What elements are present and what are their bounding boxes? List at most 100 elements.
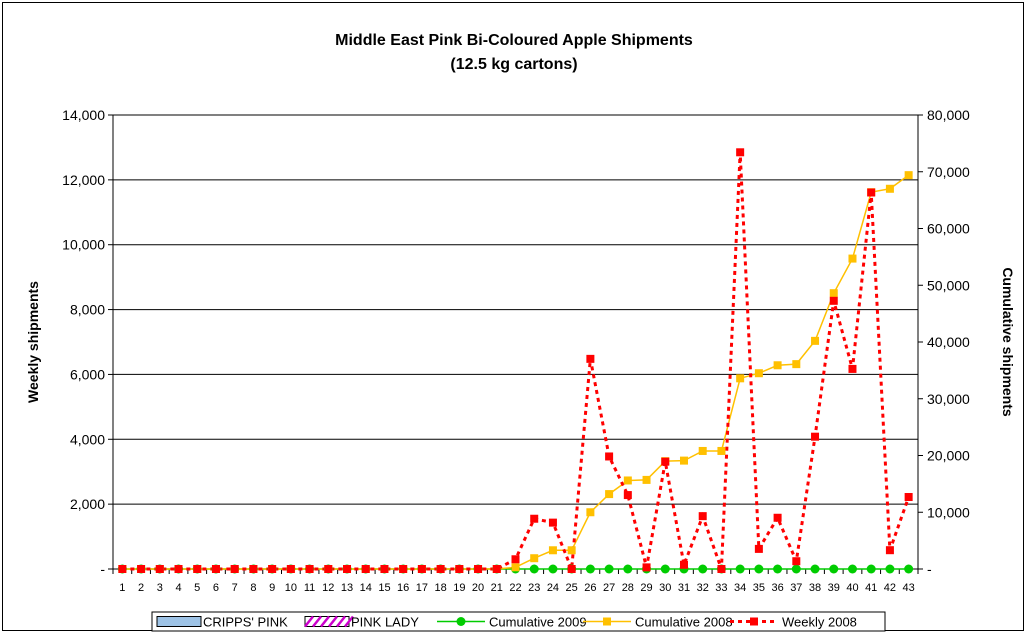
data-point — [605, 452, 614, 461]
data-point — [660, 564, 670, 574]
data-point — [736, 148, 745, 157]
data-point — [623, 491, 632, 500]
legend: CRIPPS' PINK PINK LADY Cumulative 2009 Cumu… — [151, 611, 886, 632]
x-tick-label: 8 — [250, 582, 256, 594]
y-tick-label: 10,000 — [62, 237, 105, 253]
x-tick-label: 6 — [213, 582, 219, 594]
legend-label: Cumulative 2009 — [489, 615, 587, 630]
data-point — [529, 564, 539, 574]
data-point — [848, 364, 857, 373]
data-point — [811, 336, 820, 345]
data-point — [754, 369, 763, 378]
legend-marker — [456, 617, 466, 626]
data-point — [698, 564, 708, 574]
data-point — [885, 546, 894, 555]
legend-marker — [603, 617, 611, 626]
data-point — [642, 563, 651, 572]
x-tick-label: 41 — [865, 582, 877, 594]
x-tick-label: 3 — [157, 582, 163, 594]
legend-label: Weekly 2008 — [782, 615, 857, 630]
x-tick-label: 30 — [659, 582, 671, 594]
data-point — [455, 565, 464, 573]
x-tick-label: 39 — [828, 582, 840, 594]
data-point — [754, 544, 763, 553]
data-point — [736, 374, 745, 383]
data-point — [885, 564, 895, 574]
data-point — [585, 564, 595, 574]
data-point — [530, 554, 539, 563]
y-tick-label: 12,000 — [62, 172, 105, 188]
data-point — [548, 546, 557, 555]
legend-marker — [750, 617, 758, 626]
x-tick-label: 36 — [771, 582, 783, 594]
data-point — [773, 361, 782, 370]
data-point — [717, 565, 726, 573]
data-point — [380, 565, 389, 573]
data-point — [137, 565, 146, 573]
data-point — [754, 564, 764, 574]
data-point — [155, 565, 164, 573]
x-tick-label: 9 — [269, 582, 275, 594]
data-point — [698, 446, 707, 455]
data-point — [586, 354, 595, 363]
data-point — [829, 289, 838, 298]
y2-axis-label: Cumulative shipments — [1000, 267, 1016, 417]
data-point — [174, 565, 183, 573]
x-tick-label: 13 — [341, 582, 353, 594]
y2-tick-label: 10,000 — [927, 504, 970, 520]
data-point — [436, 565, 445, 573]
legend-hatch — [320, 615, 330, 628]
data-point — [548, 518, 557, 527]
data-point — [773, 564, 783, 574]
chart-title: Middle East Pink Bi-Coloured Apple Shipm… — [335, 32, 693, 49]
x-tick-label: 2 — [138, 582, 144, 594]
data-point — [717, 446, 726, 455]
x-tick-label: 23 — [528, 582, 540, 594]
x-tick-label: 43 — [903, 582, 915, 594]
data-point — [511, 563, 520, 572]
x-tick-label: 34 — [734, 582, 746, 594]
data-point — [343, 565, 352, 573]
y2-tick-label: 50,000 — [927, 277, 970, 293]
legend-hatch — [336, 615, 346, 628]
x-tick-label: 29 — [640, 582, 652, 594]
data-point — [324, 565, 333, 573]
x-tick-label: 32 — [697, 582, 709, 594]
x-tick-label: 14 — [360, 582, 372, 594]
x-tick-label: 16 — [397, 582, 409, 594]
data-point — [885, 184, 894, 193]
x-tick-label: 25 — [566, 582, 578, 594]
data-point — [604, 564, 614, 574]
data-point — [829, 564, 839, 574]
data-point — [904, 171, 913, 180]
x-tick-label: 1 — [119, 582, 125, 594]
data-point — [866, 564, 876, 574]
y2-tick-label: - — [927, 561, 932, 577]
data-point — [792, 557, 801, 566]
y2-tick-label: 40,000 — [927, 334, 970, 350]
x-tick-label: 4 — [175, 582, 181, 594]
data-point — [623, 564, 633, 574]
data-point — [530, 514, 539, 523]
x-tick-label: 15 — [378, 582, 390, 594]
legend-label: PINK LADY — [351, 615, 419, 630]
x-tick-label: 31 — [678, 582, 690, 594]
x-tick-label: 11 — [304, 582, 315, 594]
y-axis-label: Weekly shipments — [25, 281, 41, 403]
plot-area: - 2,000 4,000 6,000 8,000 10,000 12,000 14,000 -… — [62, 107, 970, 594]
x-tick-label: 35 — [753, 582, 765, 594]
data-point — [810, 564, 820, 574]
x-tick-label: 5 — [194, 582, 200, 594]
data-point — [811, 432, 820, 441]
x-tick-label: 22 — [509, 582, 521, 594]
data-point — [118, 565, 127, 573]
data-point — [361, 565, 370, 573]
data-point — [567, 546, 576, 555]
series-line — [122, 174, 910, 570]
x-tick-label: 24 — [547, 582, 559, 594]
data-point — [679, 560, 688, 569]
data-point — [268, 565, 277, 573]
y-tick-label: - — [100, 561, 105, 577]
x-tick-label: 33 — [715, 582, 727, 594]
legend-swatch — [156, 616, 202, 627]
